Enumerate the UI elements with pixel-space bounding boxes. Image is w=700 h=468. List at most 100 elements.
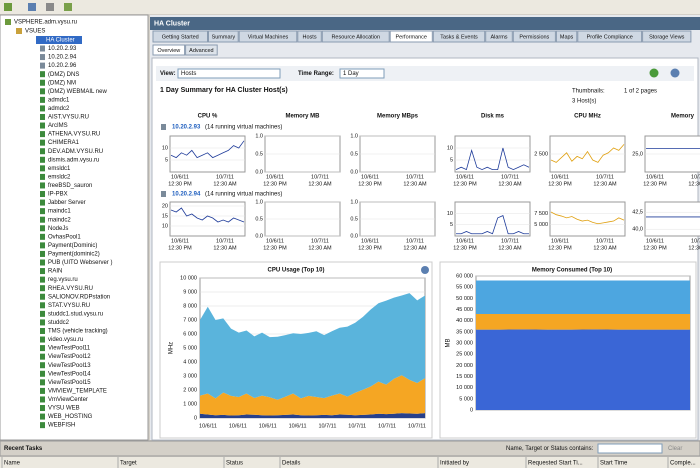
tree-item[interactable]: studdc2: [48, 320, 70, 326]
column-header[interactable]: Name: [4, 461, 21, 467]
tree-item[interactable]: TMS (vehicle tracking): [48, 329, 108, 335]
tree-item[interactable]: dismis.adm.vysu.ru: [48, 157, 99, 163]
tree-item[interactable]: STAT.VYSU.RU: [48, 303, 90, 309]
toolbar-icon[interactable]: [28, 3, 36, 11]
tree-item[interactable]: AIST.VYSU.RU: [48, 115, 89, 121]
tab[interactable]: [432, 30, 486, 43]
tree-cluster[interactable]: HA Cluster: [46, 38, 75, 44]
y-tick-label: 0.5: [350, 216, 358, 222]
subtab[interactable]: [152, 44, 186, 56]
thumbnail-plot[interactable]: [549, 201, 626, 237]
tree-item[interactable]: WEB_HOSTING: [48, 414, 93, 420]
toolbar-icon[interactable]: [4, 3, 12, 11]
tab[interactable]: [555, 30, 578, 43]
tree-item[interactable]: (DMZ) DNS: [48, 72, 79, 78]
column-header[interactable]: Start Time: [600, 461, 628, 467]
tree-item[interactable]: ViewTestPool12: [48, 354, 91, 360]
view-select[interactable]: [177, 68, 281, 79]
tree-item[interactable]: video.vysu.ru: [48, 337, 83, 343]
tab[interactable]: [208, 30, 239, 43]
filter-input[interactable]: [597, 443, 663, 454]
tree-item[interactable]: Payment(Dominic): [48, 243, 97, 249]
tab[interactable]: [577, 30, 643, 43]
chart-help-icon[interactable]: [421, 266, 429, 274]
column-header[interactable]: Target: [120, 461, 137, 467]
tab[interactable]: [297, 30, 322, 43]
host-name[interactable]: 10.20.2.93: [172, 125, 201, 131]
tree-datacenter[interactable]: VSUES: [25, 29, 45, 35]
toolbar-icon[interactable]: [46, 3, 54, 11]
tree-item[interactable]: emsldc2: [48, 174, 71, 180]
tree-item[interactable]: (DMZ) WEBMAIL new: [48, 89, 107, 95]
column-header[interactable]: Initiated by: [440, 461, 469, 467]
tree-item[interactable]: Jabber Server: [48, 200, 86, 206]
tree-item[interactable]: SALIONOV.RDPstation: [48, 294, 110, 300]
tree-icon: [40, 199, 45, 206]
tree-item[interactable]: Payment(dominic2): [48, 252, 100, 258]
tree-item[interactable]: freeBSD_sauron: [48, 183, 92, 189]
tab[interactable]: [321, 30, 390, 43]
tree-item[interactable]: maindc1: [48, 209, 71, 215]
tree-item[interactable]: RAIN: [48, 269, 62, 275]
tree-item[interactable]: maindc2: [48, 217, 71, 223]
tab[interactable]: [152, 30, 208, 43]
thumbnail-plot[interactable]: [644, 201, 700, 237]
tree-item[interactable]: ViewTestPool13: [48, 363, 91, 369]
column-header[interactable]: Details: [282, 461, 300, 467]
tab[interactable]: [642, 30, 692, 43]
tree-item[interactable]: 10.20.2.94: [48, 55, 77, 61]
tree-item[interactable]: ArcIMS: [48, 123, 68, 129]
thumbnail-plot[interactable]: [169, 135, 246, 173]
thumbnail-plot[interactable]: [454, 201, 531, 237]
thumbnail-plot[interactable]: [454, 135, 531, 173]
tree-icon: [40, 370, 45, 377]
tree-item[interactable]: emsldc1: [48, 166, 71, 172]
tree-item[interactable]: WEBFISH: [48, 423, 75, 429]
tree-item[interactable]: DEV.ADM.VYSU.RU: [48, 149, 103, 155]
tree-item[interactable]: reg.vysu.ru: [48, 277, 78, 283]
tab[interactable]: [512, 30, 556, 43]
tree-item[interactable]: PUB (UITO Webserver ): [48, 260, 112, 266]
tree-item[interactable]: admdc2: [48, 106, 70, 112]
tree-item[interactable]: ATHENA.VYSU.RU: [48, 132, 100, 138]
column-header[interactable]: Status: [226, 461, 243, 467]
tree-item[interactable]: 10.20.2.96: [48, 63, 77, 69]
tree-item[interactable]: IP-PBX: [48, 192, 68, 198]
tree-item[interactable]: VmViewCenter: [48, 397, 88, 403]
tree-item[interactable]: ViewTestPool14: [48, 371, 91, 377]
tree-item[interactable]: VYSU WEB: [48, 406, 80, 412]
y-tick-label: 10 000: [456, 385, 473, 391]
tab[interactable]: [238, 30, 298, 43]
tree-item[interactable]: (DMZ) NM: [48, 80, 76, 86]
tree-item[interactable]: RHEA.VYSU.RU: [48, 286, 93, 292]
tree-root[interactable]: VSPHERE.adm.vysu.ru: [14, 20, 77, 26]
column-header[interactable]: Requested Start Ti...: [528, 461, 583, 467]
tree-item[interactable]: NodeJs: [48, 226, 68, 232]
header-bar: [150, 17, 700, 30]
tree-item[interactable]: 10.20.2.93: [48, 46, 77, 52]
host-name[interactable]: 10.20.2.94: [172, 192, 201, 198]
x-tick-label: 12:30 PM: [168, 181, 192, 187]
tree-item[interactable]: studdc1.stud.vysu.ru: [48, 311, 103, 317]
column-header[interactable]: Comple...: [670, 461, 696, 467]
y-axis-label: MHz: [169, 342, 175, 354]
column-header: Memory MBps: [377, 114, 419, 120]
time-range-select[interactable]: [339, 68, 385, 79]
y-tick-label: 60 000: [456, 273, 473, 279]
tab[interactable]: [485, 30, 513, 43]
tree-item[interactable]: admdc1: [48, 97, 70, 103]
tab[interactable]: [389, 30, 433, 43]
tree-item[interactable]: ViewTestPool11: [48, 346, 91, 352]
y-tick-label: 40,0: [632, 227, 643, 233]
tree-item[interactable]: CHIMERA1: [48, 140, 80, 146]
clear-button[interactable]: Clear: [668, 446, 682, 452]
help-icon[interactable]: [670, 68, 680, 78]
tree-icon: [40, 216, 45, 223]
thumbnail-plot[interactable]: [169, 201, 246, 237]
tree-item[interactable]: VMVIEW_TEMPLATE: [48, 388, 107, 394]
subtab[interactable]: [185, 44, 218, 56]
toolbar-icon[interactable]: [64, 3, 72, 11]
tree-item[interactable]: OvhasPool1: [48, 234, 81, 240]
refresh-icon[interactable]: [649, 68, 659, 78]
tree-item[interactable]: ViewTestPool15: [48, 380, 91, 386]
